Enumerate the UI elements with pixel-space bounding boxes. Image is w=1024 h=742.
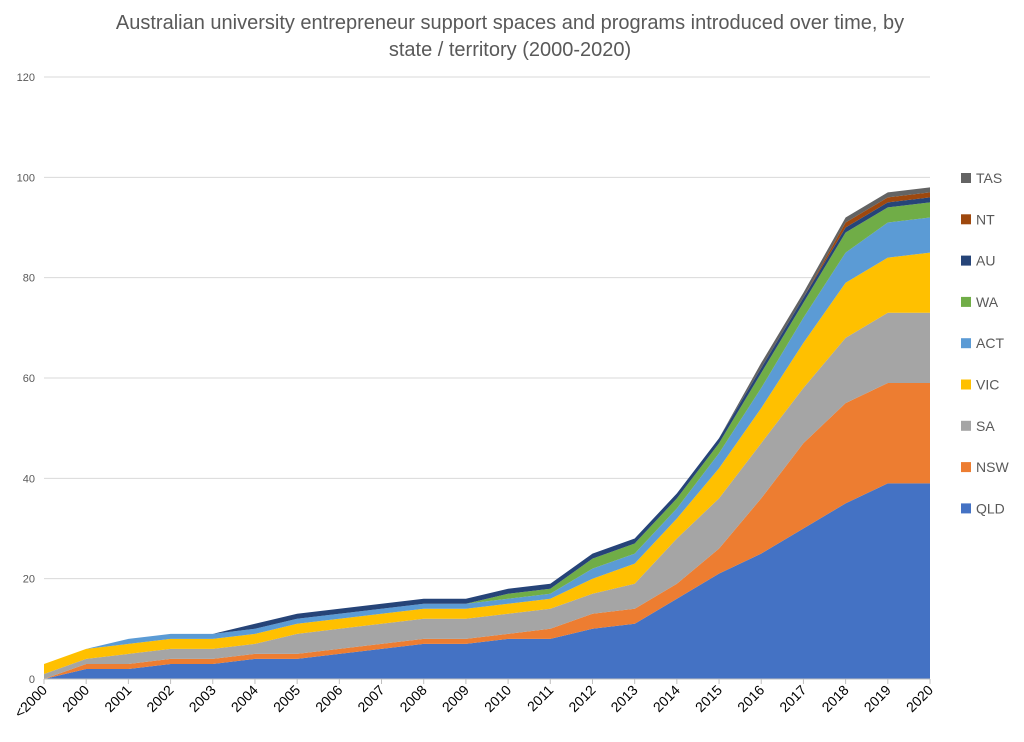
y-tick-label: 80 (23, 273, 35, 285)
x-tick-label: <2000 (11, 682, 50, 721)
legend: TAS NT AU WA ACT VIC SA NSW QLD (961, 170, 1009, 516)
x-tick-label: 2017 (776, 682, 809, 715)
x-tick-label: 2004 (228, 682, 261, 715)
x-tick-label: 2011 (524, 682, 557, 715)
legend-label: ACT (976, 335, 1004, 351)
x-tick-label: 2019 (861, 682, 894, 715)
chart-title: Australian university entrepreneur suppo… (115, 12, 905, 61)
x-tick-label: 2015 (692, 682, 725, 715)
x-tick-label: 2014 (650, 682, 683, 715)
x-tick-label: 2020 (903, 682, 936, 715)
y-tick-label: 60 (23, 373, 35, 385)
legend-item-qld: QLD (961, 500, 1005, 516)
legend-label: TAS (976, 170, 1002, 186)
y-tick-label: 120 (17, 72, 35, 84)
legend-swatch (961, 338, 971, 349)
legend-label: WA (976, 294, 999, 310)
legend-item-wa: WA (961, 294, 999, 310)
legend-item-vic: VIC (961, 377, 999, 393)
x-tick-label: 2006 (312, 682, 345, 715)
legend-label: NSW (976, 459, 1009, 475)
legend-label: QLD (976, 500, 1005, 516)
legend-item-nsw: NSW (961, 459, 1009, 475)
area-sa (44, 312, 930, 679)
x-tick-label: 2012 (565, 682, 598, 715)
y-tick-label: 100 (17, 172, 35, 184)
area-act (44, 217, 930, 664)
legend-item-tas: TAS (961, 170, 1002, 186)
legend-item-act: ACT (961, 335, 1004, 351)
x-tick-label: 2016 (734, 682, 767, 715)
x-tick-label: 2000 (59, 682, 92, 715)
y-tick-label: 0 (29, 674, 35, 686)
x-tick-label: 2018 (818, 682, 851, 715)
legend-item-nt: NT (961, 211, 995, 227)
x-tick-label: 2002 (143, 682, 176, 715)
legend-swatch (961, 462, 971, 473)
x-tick-label: 2010 (481, 682, 514, 715)
legend-item-sa: SA (961, 418, 995, 434)
x-tick-label: 2009 (439, 682, 472, 715)
x-tick-label: 2007 (354, 682, 387, 715)
legend-label: AU (976, 253, 995, 269)
legend-swatch (961, 214, 971, 225)
stacked-areas (44, 187, 930, 679)
area-wa (44, 202, 930, 664)
legend-swatch (961, 296, 971, 307)
x-tick-label: 2001 (101, 682, 134, 715)
area-vic (44, 252, 930, 674)
legend-label: VIC (976, 377, 999, 393)
legend-item-au: AU (961, 253, 995, 269)
x-tick-label: 2013 (607, 682, 640, 715)
x-tick-label: 2003 (186, 682, 219, 715)
y-tick-label: 20 (23, 574, 35, 586)
x-tick-label: 2005 (270, 682, 303, 715)
legend-label: NT (976, 211, 995, 227)
legend-swatch (961, 255, 971, 266)
legend-swatch (961, 503, 971, 514)
legend-label: SA (976, 418, 995, 434)
legend-swatch (961, 420, 971, 431)
area-nsw (44, 383, 930, 679)
legend-swatch (961, 379, 971, 390)
legend-swatch (961, 173, 971, 183)
x-tick-label: 2008 (396, 682, 429, 715)
area-qld (44, 483, 930, 679)
y-tick-label: 40 (23, 473, 35, 485)
